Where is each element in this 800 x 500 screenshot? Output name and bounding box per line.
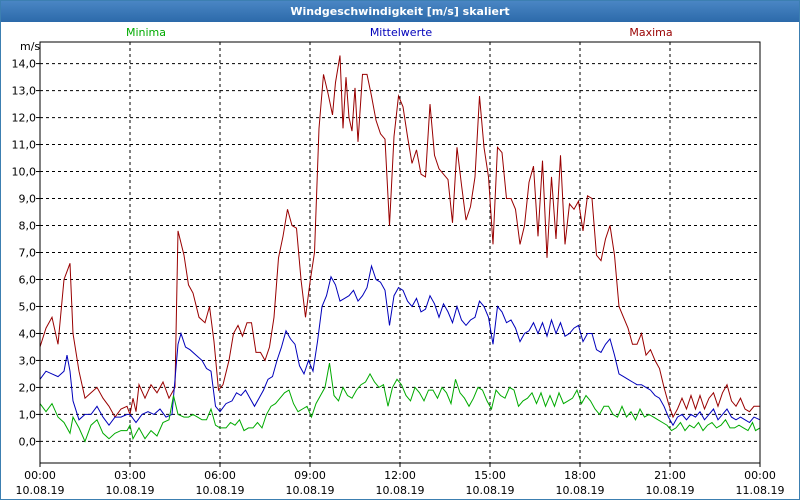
x-tick-date: 10.08.19 <box>16 484 65 497</box>
x-tick-time: 18:00 <box>564 469 596 482</box>
y-tick-label: 8,0 <box>19 220 37 233</box>
axes: 0,0 1,0 2,0 3,0 4,0 5,0 6,0 7,0 8,0 9,0 10,0 11,0 12… <box>12 41 785 497</box>
y-tick-label: 6,0 <box>19 273 37 286</box>
x-tick-date: 11.08.19 <box>736 484 785 497</box>
y-tick-label: 2,0 <box>19 381 37 394</box>
x-tick-time: 06:00 <box>204 469 236 482</box>
y-tick-label: 7,0 <box>19 247 37 260</box>
y-tick-label: 1,0 <box>19 408 37 421</box>
legend-mittelwerte: Mittelwerte <box>370 26 433 39</box>
y-tick-label: 10,0 <box>12 166 37 179</box>
series-lines <box>39 55 761 443</box>
x-tick-time: 09:00 <box>294 469 326 482</box>
legend-maxima: Maxima <box>629 26 672 39</box>
series-line-mittelwerte <box>39 264 761 427</box>
x-tick-time: 12:00 <box>384 469 416 482</box>
x-tick-time: 21:00 <box>654 469 686 482</box>
x-tick-date: 10.08.19 <box>376 484 425 497</box>
x-tick-time: 00:00 <box>744 469 776 482</box>
y-tick-label: 11,0 <box>12 139 37 152</box>
x-tick-date: 10.08.19 <box>106 484 155 497</box>
y-tick-label: 9,0 <box>19 193 37 206</box>
x-tick-date: 10.08.19 <box>556 484 605 497</box>
y-tick-label: 14,0 <box>12 58 37 71</box>
x-tick-date: 10.08.19 <box>196 484 245 497</box>
x-tick-time: 00:00 <box>24 469 56 482</box>
x-tick-date: 10.08.19 <box>646 484 695 497</box>
x-tick-date: 10.08.19 <box>466 484 515 497</box>
y-tick-label: 3,0 <box>19 354 37 367</box>
x-tick-time: 15:00 <box>474 469 506 482</box>
legend: Minima Mittelwerte Maxima <box>126 26 673 39</box>
y-axis-unit-label: m/s <box>20 40 40 53</box>
y-tick-label: 0,0 <box>19 435 37 448</box>
legend-minima: Minima <box>126 26 166 39</box>
window-title: Windgeschwindigkeit [m/s] skaliert <box>1 1 799 22</box>
y-tick-label: 13,0 <box>12 85 37 98</box>
series-line-maxima <box>39 55 760 419</box>
x-tick-date: 10.08.19 <box>286 484 335 497</box>
y-tick-label: 5,0 <box>19 300 37 313</box>
y-tick-label: 12,0 <box>12 112 37 125</box>
grid <box>40 42 760 463</box>
series-line-minima <box>39 363 761 443</box>
y-tick-label: 4,0 <box>19 327 37 340</box>
x-tick-time: 03:00 <box>114 469 146 482</box>
plot-frame <box>39 41 761 464</box>
